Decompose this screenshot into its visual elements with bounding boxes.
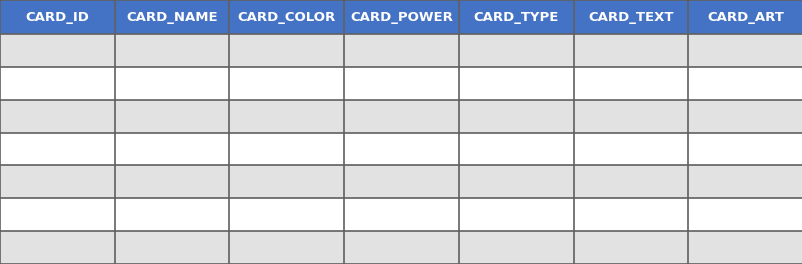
Text: CARD_POWER: CARD_POWER [350, 11, 452, 23]
Bar [458, 166, 573, 198]
Bar [458, 100, 573, 133]
Bar [229, 198, 344, 231]
Bar [687, 100, 802, 133]
Bar [0, 100, 115, 133]
Bar [573, 100, 687, 133]
Text: CARD_TEXT: CARD_TEXT [587, 11, 673, 23]
Bar [458, 34, 573, 67]
Bar [0, 166, 115, 198]
Bar [573, 231, 687, 264]
Bar [573, 133, 687, 166]
Text: CARD_COLOR: CARD_COLOR [237, 11, 335, 23]
Bar [344, 231, 458, 264]
Bar [0, 133, 115, 166]
Bar [115, 0, 229, 34]
Bar [344, 34, 458, 67]
Bar [687, 166, 802, 198]
Bar [344, 166, 458, 198]
Bar [687, 198, 802, 231]
Bar [115, 133, 229, 166]
Bar [115, 34, 229, 67]
Bar [458, 198, 573, 231]
Bar [115, 231, 229, 264]
Bar [115, 67, 229, 100]
Bar [573, 67, 687, 100]
Text: CARD_ID: CARD_ID [26, 11, 89, 23]
Bar [687, 0, 802, 34]
Bar [0, 231, 115, 264]
Bar [344, 0, 458, 34]
Bar [458, 231, 573, 264]
Bar [687, 231, 802, 264]
Bar [458, 67, 573, 100]
Bar [229, 100, 344, 133]
Bar [573, 34, 687, 67]
Bar [229, 231, 344, 264]
Bar [458, 133, 573, 166]
Bar [573, 198, 687, 231]
Bar [344, 67, 458, 100]
Text: CARD_NAME: CARD_NAME [126, 11, 217, 23]
Bar [573, 166, 687, 198]
Bar [344, 198, 458, 231]
Bar [573, 0, 687, 34]
Bar [0, 34, 115, 67]
Bar [229, 133, 344, 166]
Text: CARD_ART: CARD_ART [707, 11, 783, 23]
Bar [687, 67, 802, 100]
Bar [115, 100, 229, 133]
Bar [115, 166, 229, 198]
Bar [0, 67, 115, 100]
Bar [115, 198, 229, 231]
Bar [229, 166, 344, 198]
Bar [229, 67, 344, 100]
Bar [229, 34, 344, 67]
Bar [229, 0, 344, 34]
Bar [0, 0, 115, 34]
Bar [344, 100, 458, 133]
Bar [458, 0, 573, 34]
Bar [0, 198, 115, 231]
Text: CARD_TYPE: CARD_TYPE [473, 11, 558, 23]
Bar [344, 133, 458, 166]
Bar [687, 133, 802, 166]
Bar [687, 34, 802, 67]
